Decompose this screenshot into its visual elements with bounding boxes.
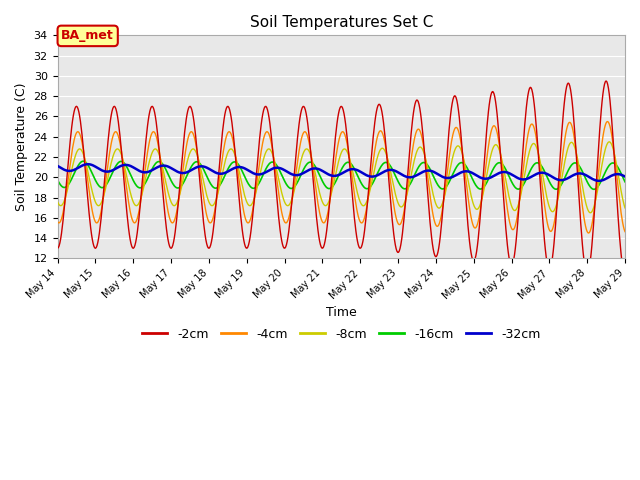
- X-axis label: Time: Time: [326, 306, 356, 319]
- Y-axis label: Soil Temperature (C): Soil Temperature (C): [15, 83, 28, 211]
- Legend: -2cm, -4cm, -8cm, -16cm, -32cm: -2cm, -4cm, -8cm, -16cm, -32cm: [137, 323, 545, 346]
- Text: BA_met: BA_met: [61, 29, 114, 42]
- Title: Soil Temperatures Set C: Soil Temperatures Set C: [250, 15, 433, 30]
